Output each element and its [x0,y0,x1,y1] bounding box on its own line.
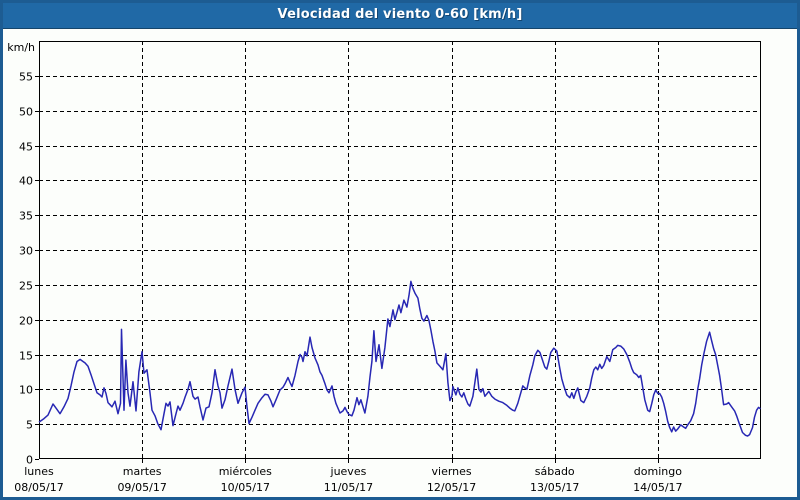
y-tick-label: 20 [19,315,33,328]
y-tick-label: 50 [19,106,33,119]
y-tick-label: 10 [19,384,33,397]
x-day-name: domingo [634,465,682,478]
x-day-name: viernes [432,465,472,478]
y-axis-unit: km/h [7,41,35,54]
y-tick-label: 55 [19,71,33,84]
axis-labels: 0 5 10 15 20 25 30 35 40 45 50 55 km/h lunes 08/05/17 m… [7,41,682,494]
y-tick-label: 0 [26,454,33,467]
y-tick-label: 45 [19,141,33,154]
x-day-name: jueves [330,465,367,478]
y-tick-label: 40 [19,175,33,188]
gridlines [39,41,761,459]
x-day-date: 14/05/17 [633,481,682,494]
x-day-name: martes [123,465,162,478]
x-day-date: 10/05/17 [221,481,270,494]
y-tick-label: 30 [19,245,33,258]
y-tick-label: 35 [19,210,33,223]
x-day-date: 13/05/17 [530,481,579,494]
plot-frame [38,40,762,460]
y-tick-label: 25 [19,280,33,293]
x-day-date: 08/05/17 [14,481,63,494]
x-day-date: 11/05/17 [324,481,373,494]
x-day-date: 12/05/17 [427,481,476,494]
axis-ticks [35,76,659,463]
y-tick-label: 15 [19,350,33,363]
chart-title: Velocidad del viento 0-60 [km/h] [277,6,523,22]
x-day-name: lunes [24,465,54,478]
x-day-date: 09/05/17 [117,481,166,494]
wind-speed-line [38,280,761,437]
chart-titlebar: Velocidad del viento 0-60 [km/h] [0,0,800,29]
y-tick-label: 5 [26,419,33,432]
x-day-name: sábado [535,465,575,478]
x-day-name: miércoles [219,465,272,478]
